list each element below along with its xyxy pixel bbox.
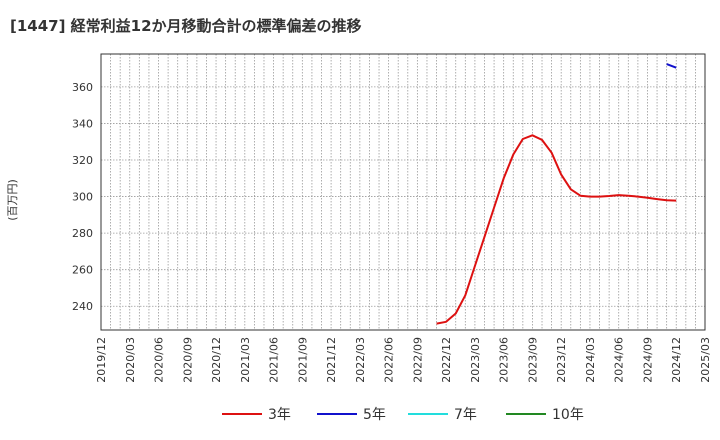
- y-tick-label: 340: [72, 117, 93, 130]
- x-tick-label: 2023/12: [555, 337, 568, 383]
- legend-label-3: 10年: [552, 407, 584, 423]
- series-group: [436, 63, 677, 325]
- x-tick-label: 2024/03: [584, 337, 597, 383]
- y-tick-label: 280: [72, 227, 93, 240]
- x-tick-label: 2020/09: [181, 337, 194, 383]
- y-tick-label: 260: [72, 264, 93, 277]
- legend: 3年 5年 7年 10年: [222, 407, 584, 423]
- series-line-1: [666, 63, 677, 69]
- y-tick-label: 240: [72, 300, 93, 313]
- x-axis: 2019/12 2020/03 2020/06 2020/09 2020/12 2021/…: [95, 337, 712, 383]
- x-tick-label: 2019/12: [95, 337, 108, 383]
- y-axis-label: (百万円): [6, 179, 19, 221]
- series-line-0: [436, 134, 677, 325]
- x-tick-label: 2020/06: [153, 337, 166, 383]
- x-tick-label: 2024/12: [670, 337, 683, 383]
- x-tick-label: 2023/03: [469, 337, 482, 383]
- x-tick-label: 2022/03: [354, 337, 367, 383]
- x-tick-label: 2021/03: [239, 337, 252, 383]
- y-axis: 240 260 280 300 320 340 360: [72, 81, 93, 313]
- x-tick-label: 2023/06: [498, 337, 511, 383]
- x-tick-label: 2021/12: [325, 337, 338, 383]
- x-tick-label: 2024/09: [641, 337, 654, 383]
- y-tick-label: 320: [72, 154, 93, 167]
- x-tick-label: 2024/06: [613, 337, 626, 383]
- x-tick-label: 2022/12: [440, 337, 453, 383]
- x-tick-label: 2021/09: [296, 337, 309, 383]
- x-tick-label: 2021/06: [268, 337, 281, 383]
- x-tick-label: 2022/09: [411, 337, 424, 383]
- x-tick-label: 2025/03: [699, 337, 712, 383]
- chart-title: [1447] 経常利益12か月移動合計の標準偏差の推移: [10, 17, 362, 35]
- x-tick-label: 2020/12: [210, 337, 223, 383]
- x-tick-label: 2023/09: [526, 337, 539, 383]
- legend-label-0: 3年: [268, 407, 291, 423]
- legend-label-2: 7年: [454, 407, 477, 423]
- y-tick-label: 300: [72, 191, 93, 204]
- plot-area: [100, 53, 706, 331]
- x-tick-label: 2020/03: [124, 337, 137, 383]
- grid: [101, 54, 705, 330]
- x-tick-label: 2022/06: [383, 337, 396, 383]
- y-tick-label: 360: [72, 81, 93, 94]
- legend-label-1: 5年: [363, 407, 386, 423]
